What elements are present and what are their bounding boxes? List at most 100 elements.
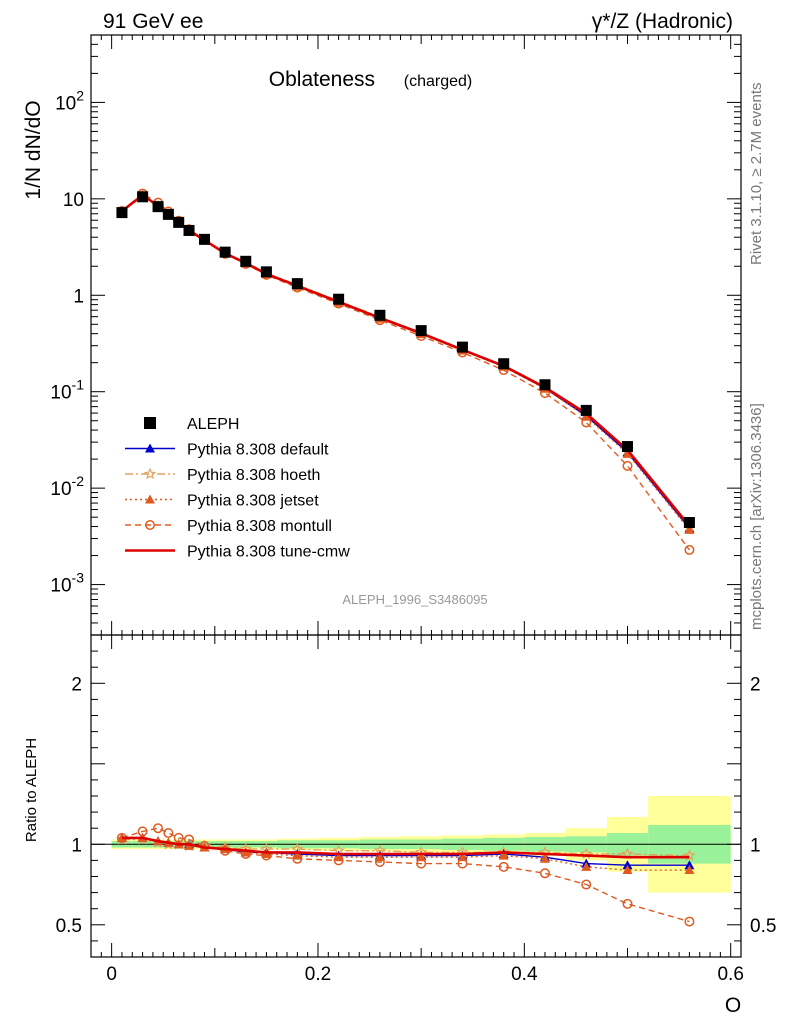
marker-square [498,358,510,370]
legend: ALEPH Pythia 8.308 default Pythia 8.308 ho… [125,416,350,561]
marker-square [219,246,231,258]
marker-triangle [622,448,633,458]
marker-circle [416,858,427,869]
marker-circle [581,417,592,428]
marker-triangle [145,494,155,504]
marker-circle [457,858,468,869]
marker-circle [581,879,592,890]
marker-square [144,417,156,429]
legend-entry-5: Pythia 8.308 tune-cmw [125,544,350,561]
legend-entry-2: Pythia 8.308 hoeth [125,467,320,484]
marker-square [456,341,468,353]
marker-circle [173,832,184,843]
marker-circle [539,868,550,879]
marker-triangle [684,860,695,870]
marker-triangle [684,524,695,534]
legend-label: Pythia 8.308 jetset [187,493,319,510]
marker-square [291,278,303,290]
marker-square [539,379,551,391]
legend-label: Pythia 8.308 tune-cmw [187,544,350,561]
marker-square [683,517,695,529]
marker-square [152,201,164,213]
x-tick-label: 0.2 [305,964,331,985]
rivet-label: Rivet 3.1.10, ≥ 2.7M events [748,83,765,266]
marker-square [580,404,592,416]
marker-circle [145,520,155,530]
marker-circle [163,828,174,839]
y-tick-label: 10-3 [50,570,84,597]
ratio-tick-label-right: 1 [750,835,761,856]
marker-circle [153,823,164,834]
series-line-ratio-2 [122,837,690,871]
axes: 10-3 10-2 10-1 1 10 102 0.5 0.5 1 1 2 2 0 0.2 0.4 0.6 [50,34,776,985]
x-tick-label: 0 [106,964,117,985]
marker-square [162,208,174,220]
chart-title: Oblateness (charged) [269,68,472,91]
ratio-tick-label-right: 0.5 [750,916,776,937]
ratio-tick-label: 1 [71,835,82,856]
marker-triangle [457,852,468,862]
marker-square [415,325,427,337]
legend-entry-0: ALEPH [144,416,239,433]
marker-circle [333,855,344,866]
marker-square [198,233,210,245]
legend-label: Pythia 8.308 montull [187,518,332,535]
y-axis-label: 1/N dN/dO [22,100,45,199]
marker-square [183,224,195,236]
marker-triangle [581,861,592,871]
y-tick-label: 1 [73,286,84,307]
legend-label: Pythia 8.308 default [187,442,329,459]
title-sub: (charged) [404,73,472,90]
y-tick-label: 10-1 [50,377,84,404]
marker-circle [684,544,695,555]
x-axis-label: O [725,994,741,1017]
mcplots-label: mcplots.cern.ch [arXiv:1306.3436] [748,403,765,630]
marker-circle [137,826,148,837]
marker-square [137,191,149,203]
x-tick-label: 0.4 [511,964,538,985]
marker-triangle [684,865,695,875]
y-tick-label: 10 [63,190,84,211]
y-tick-label: 102 [55,87,84,114]
marker-triangle [498,850,509,860]
legend-label: Pythia 8.308 hoeth [187,467,320,484]
analysis-id: ALEPH_1996_S3486095 [342,592,487,607]
header-left-label: 91 GeV ee [103,10,203,33]
marker-square [622,441,634,453]
marker-star [143,467,157,480]
data-series [116,191,695,529]
marker-square [374,309,386,321]
marker-triangle [622,860,633,870]
marker-triangle [416,852,427,862]
ratio-tick-label-right: 2 [750,674,761,695]
marker-square [333,293,345,305]
marker-circle [684,916,695,927]
marker-circle [292,853,303,864]
marker-circle [622,460,633,471]
ratio-tick-label: 2 [71,674,82,695]
series-line-ratio-4 [122,836,690,859]
marker-square [173,216,185,228]
ratio-tick-label: 0.5 [56,916,82,937]
marker-square [116,207,128,219]
marker-circle [374,857,385,868]
y-tick-label: 10-2 [50,473,84,500]
series-line-ratio-3 [121,827,690,923]
ratio-y-axis-label: Ratio to ALEPH [23,738,40,842]
legend-entry-3: Pythia 8.308 jetset [125,493,319,510]
marker-square [240,255,252,267]
marker-square [260,266,272,278]
title-main: Oblateness [269,68,375,91]
legend-entry-1: Pythia 8.308 default [125,442,329,459]
marker-circle [220,845,231,856]
series-layer [115,188,696,927]
header-right-label: γ*/Z (Hadronic) [592,10,733,33]
marker-circle [498,861,509,872]
legend-entry-4: Pythia 8.308 montull [125,518,332,535]
marker-triangle [539,853,550,863]
x-tick-label: 0.6 [717,964,743,985]
legend-label: ALEPH [187,416,239,433]
marker-circle [622,898,633,909]
marker-triangle [145,443,155,453]
